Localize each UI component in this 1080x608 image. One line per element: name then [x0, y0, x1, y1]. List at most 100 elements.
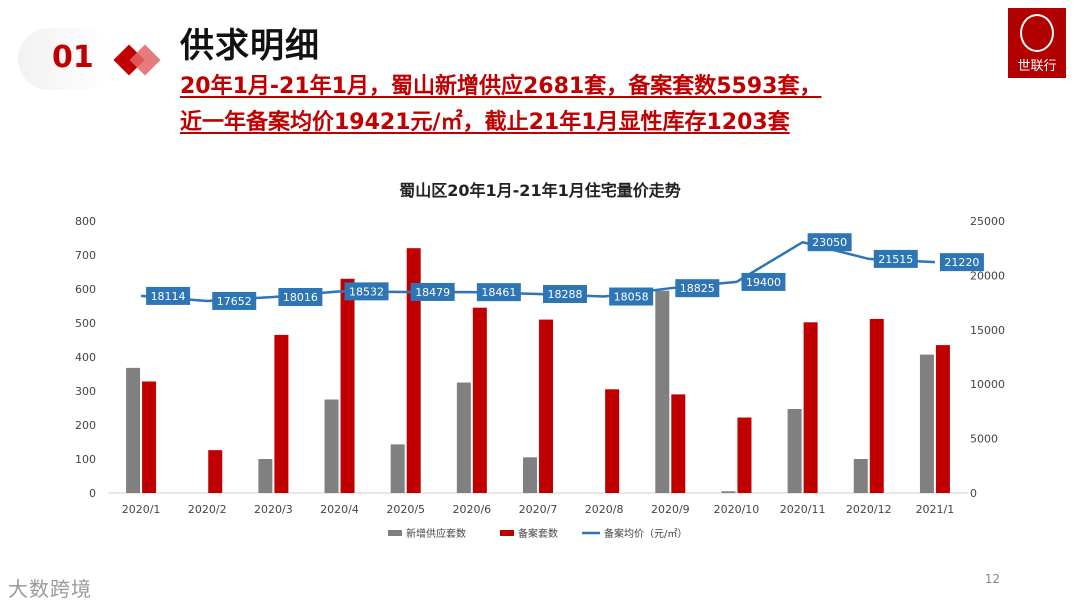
page-title: 供求明细	[180, 26, 320, 66]
left-axis-tick-label: 700	[75, 249, 96, 262]
filed-bar	[935, 345, 950, 493]
filed-bar	[472, 307, 487, 493]
left-axis: 0 100 200 300 400 500 600 700 800	[75, 215, 96, 500]
x-axis-tick-label: 2020/3	[254, 503, 293, 516]
footer-brand: 大数跨境	[8, 577, 92, 601]
x-axis-tick-label: 2020/2	[188, 503, 227, 516]
price-data-label: 17652	[217, 295, 252, 308]
price-label-box	[675, 279, 720, 298]
price-label-box	[609, 287, 654, 306]
left-axis-tick-label: 0	[89, 487, 96, 500]
right-axis-tick-label: 15000	[970, 324, 1005, 337]
right-axis-tick-label: 20000	[970, 269, 1005, 282]
left-axis-tick-label: 500	[75, 317, 96, 330]
filed-bar	[605, 389, 620, 493]
x-axis-ticks: 2020/1 2020/2 2020/3 2020/4 2020/5 2020/6 2020…	[122, 503, 955, 516]
x-axis-tick-label: 2020/9	[651, 503, 690, 516]
x-axis-tick-label: 2020/8	[585, 503, 624, 516]
filed-bar	[274, 334, 289, 493]
x-axis-tick-label: 2021/1	[916, 503, 955, 516]
left-axis-tick-label: 100	[75, 453, 96, 466]
supply-bar	[787, 409, 802, 493]
price-data-label: 23050	[812, 236, 847, 249]
supply-bar	[655, 290, 670, 493]
legend-swatch-supply	[388, 530, 402, 536]
right-axis-tick-label: 10000	[970, 378, 1005, 391]
price-label-box	[344, 282, 389, 301]
left-axis-tick-label: 200	[75, 419, 96, 432]
price-label-box	[807, 233, 852, 252]
supply-bar	[390, 444, 405, 493]
price-data-label: 18532	[349, 285, 384, 298]
bar-series	[126, 248, 950, 493]
filed-bar	[803, 322, 818, 493]
chart-legend: 新增供应套数 备案套数 备案均价（元/㎡）	[388, 527, 687, 540]
right-axis: 0 5000 10000 15000 20000 25000	[970, 215, 1005, 500]
left-axis-tick-label: 300	[75, 385, 96, 398]
x-axis-tick-label: 2020/4	[320, 503, 359, 516]
left-axis-tick-label: 600	[75, 283, 96, 296]
right-axis-tick-label: 0	[970, 487, 977, 500]
filed-bar	[869, 318, 884, 493]
section-number-badge: 01	[18, 28, 114, 90]
price-data-label: 19400	[746, 276, 781, 289]
supply-bar	[523, 457, 537, 493]
price-data-label: 21515	[878, 253, 913, 266]
price-label-box	[741, 272, 786, 291]
page-number: 12	[984, 572, 1000, 586]
supply-bar	[258, 459, 273, 493]
x-axis-tick-label: 2020/11	[780, 503, 826, 516]
filed-bar	[340, 278, 355, 493]
section-number: 01	[52, 40, 94, 75]
price-data-label: 18016	[283, 291, 318, 304]
price-label-box	[278, 287, 323, 306]
supply-bar	[126, 367, 141, 493]
right-axis-tick-label: 5000	[970, 433, 998, 446]
price-line	[140, 240, 935, 303]
price-data-label: 18114	[151, 290, 186, 303]
price-label-box	[410, 282, 455, 301]
supply-bar	[919, 354, 934, 493]
x-axis-tick-label: 2020/12	[846, 503, 892, 516]
supply-bar	[456, 382, 471, 493]
price-label-box	[146, 286, 191, 305]
filed-bar	[406, 248, 421, 493]
chart-title: 蜀山区20年1月-21年1月住宅量价走势	[399, 181, 680, 200]
price-label-box	[939, 253, 984, 272]
filed-bar	[142, 381, 157, 493]
legend-label-price: 备案均价（元/㎡）	[604, 527, 687, 540]
x-axis-tick-label: 2020/7	[519, 503, 558, 516]
filed-bar	[737, 417, 752, 493]
filed-bar	[671, 394, 686, 493]
price-line-series: 18114 17652 18016 18532 18479 18461 18288 18058…	[140, 233, 984, 310]
price-data-label: 18825	[680, 282, 715, 295]
left-axis-tick-label: 400	[75, 351, 96, 364]
brand-logo: 世联行	[1008, 8, 1066, 78]
legend-swatch-filed	[500, 530, 514, 536]
x-axis-tick-label: 2020/5	[386, 503, 425, 516]
legend-label-filed: 备案套数	[518, 527, 558, 540]
supply-bar	[721, 491, 736, 493]
price-label-box	[873, 249, 918, 268]
price-data-label: 18288	[548, 288, 583, 301]
price-label-box	[543, 285, 587, 304]
right-axis-tick-label: 25000	[970, 215, 1005, 228]
price-data-label: 18058	[614, 291, 649, 304]
x-axis-tick-label: 2020/1	[122, 503, 161, 516]
price-data-label: 18479	[415, 286, 450, 299]
supply-bar	[324, 399, 339, 493]
filed-bar	[208, 450, 223, 493]
price-data-label: 21220	[944, 256, 979, 269]
brand-logo-text: 世联行	[1017, 59, 1057, 74]
summary-line-2: 近一年备案均价19421元/㎡，截止21年1月显性库存1203套	[180, 110, 790, 135]
x-axis-tick-label: 2020/10	[714, 503, 760, 516]
price-label-box	[212, 291, 257, 310]
price-data-label: 18461	[481, 286, 516, 299]
price-label-box	[476, 283, 521, 302]
x-axis-tick-label: 2020/6	[452, 503, 491, 516]
brand-mark-icon	[1020, 14, 1054, 52]
supply-bar	[853, 459, 868, 493]
left-axis-tick-label: 800	[75, 215, 96, 228]
filed-bar	[539, 319, 553, 493]
